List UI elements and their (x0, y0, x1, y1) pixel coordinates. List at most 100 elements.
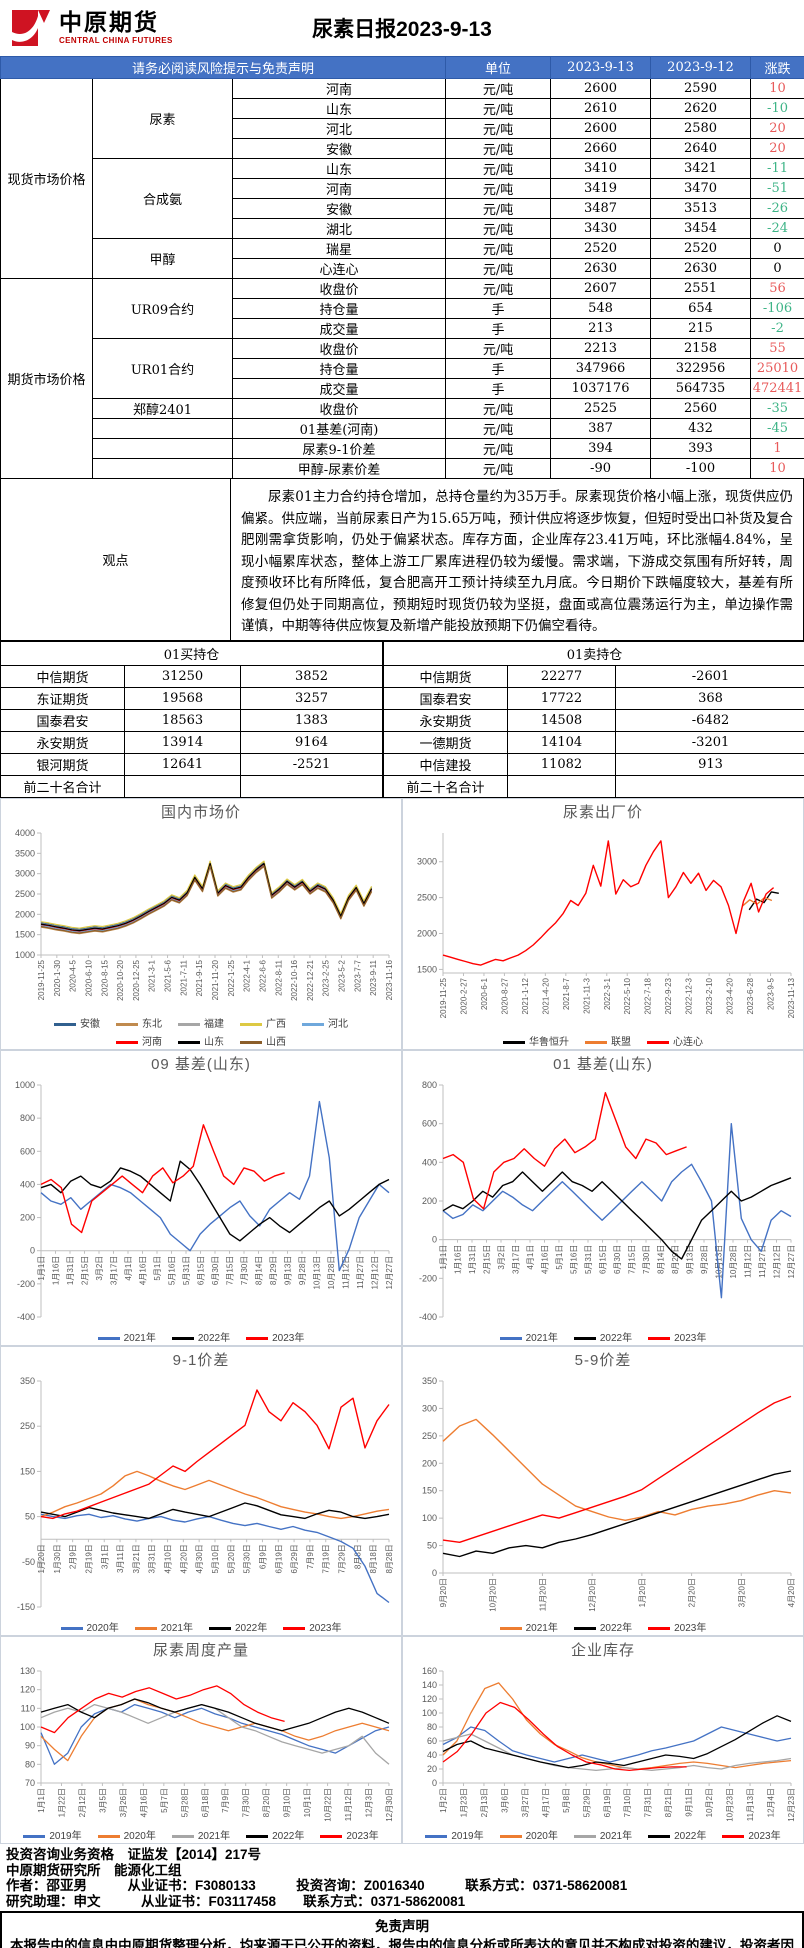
svg-text:5月28日: 5月28日 (180, 1788, 189, 1817)
svg-text:3000: 3000 (15, 869, 35, 879)
legend-item: 山西 (240, 1034, 286, 1049)
long-positions-table: 01买持仓 中信期货 31250 3852 东证期货 19568 3257 国泰君安 18563… (0, 641, 384, 798)
chart-legend: 2021年 2022年 2023年 (403, 1330, 803, 1345)
legend-label: 安徽 (80, 1019, 100, 1030)
svg-text:3500: 3500 (15, 848, 35, 858)
price-row: 郑醇2401 收盘价 元/吨 2525 2560 -35 (1, 398, 804, 419)
legend-line-swatch (647, 1041, 669, 1044)
short-positions-table: 01卖持仓 中信期货 22277 -2601 国泰君安 17722 368 永安期货 14508… (383, 641, 804, 798)
legend-line-swatch (648, 1835, 671, 1838)
svg-text:6月29日: 6月29日 (290, 1544, 299, 1573)
disclaimer-text: 本报告中的信息由中原期货整理分析，均来源于已公开的资料，报告中的信息分析或所表达… (10, 1938, 794, 1948)
svg-text:9月13日: 9月13日 (284, 1256, 293, 1285)
svg-text:3月20日: 3月20日 (737, 1578, 746, 1607)
change-cell: 10 (750, 458, 804, 479)
unit-header: 单位 (445, 56, 552, 79)
value-today-cell: 394 (550, 438, 652, 459)
svg-text:2019-11-25: 2019-11-25 (439, 977, 448, 1018)
svg-text:3月6日: 3月6日 (500, 1788, 509, 1813)
change-cell: 20 (750, 138, 804, 159)
svg-text:1月1日: 1月1日 (439, 1245, 448, 1270)
chart-title: 9-1价差 (172, 1352, 230, 1369)
empty-cell (615, 775, 804, 798)
item-cell: 成交量 (231, 318, 447, 339)
svg-text:2023-9-5: 2023-9-5 (767, 977, 776, 1010)
svg-text:2021-4-20: 2021-4-20 (541, 977, 550, 1014)
subgroup-label-cell (92, 438, 233, 459)
svg-text:1月20日: 1月20日 (638, 1578, 647, 1607)
position-row: 01卖持仓 (383, 641, 804, 666)
legend-line-swatch (648, 1337, 671, 1340)
viewpoint-section: 观点 尿素01主力合约持仓增加，总持仓量约为35万手。尿素现货价格小幅上涨，现货… (0, 479, 804, 641)
svg-text:12月20日: 12月20日 (588, 1578, 597, 1612)
svg-text:2020-1-30: 2020-1-30 (53, 959, 62, 996)
unit-cell: 手 (445, 298, 552, 319)
legend-label: 2021年 (123, 1333, 156, 1344)
svg-text:90: 90 (25, 1741, 35, 1751)
change-cell: 10 (750, 78, 804, 99)
legend-line-swatch (246, 1835, 269, 1838)
legend-item: 联盟 (585, 1034, 631, 1049)
chart-legend: 2019年 2020年 2021年 2022年 2023年 (403, 1828, 803, 1843)
value-prev-cell: 3470 (650, 178, 752, 199)
chart-spread-5-9: 5-9价差 350 300 250 200 150 100 50 0 9月20日 10月20日 11月… (402, 1346, 804, 1636)
svg-text:2500: 2500 (417, 893, 437, 903)
broker-cell: 国泰君安 (0, 709, 125, 732)
legend-label: 2021年 (197, 1831, 231, 1842)
item-cell: 山东 (231, 158, 447, 179)
svg-text:10月20日: 10月20日 (489, 1578, 498, 1612)
legend-line-swatch (116, 1041, 138, 1044)
svg-text:9月28日: 9月28日 (298, 1256, 307, 1285)
change-cell: 3852 (239, 665, 384, 688)
unit-cell: 元/吨 (445, 398, 552, 419)
svg-text:2021-11-3: 2021-11-3 (582, 977, 591, 1013)
svg-text:6月30日: 6月30日 (211, 1256, 220, 1285)
legend-line-swatch (54, 1023, 76, 1026)
svg-text:-400: -400 (17, 1312, 35, 1322)
legend-label: 2022年 (197, 1333, 231, 1344)
unit-cell: 元/吨 (445, 138, 552, 159)
price-row: 尿素9-1价差 元/吨 394 393 1 (1, 438, 804, 459)
position-table-title: 01买持仓 (0, 641, 384, 666)
legend-item: 2021年 (97, 1330, 156, 1345)
svg-text:2020-6-1: 2020-6-1 (480, 977, 489, 1010)
legend-item: 2020年 (60, 1620, 119, 1635)
svg-text:800: 800 (20, 1113, 35, 1123)
svg-text:2019-11-25: 2019-11-25 (37, 959, 46, 1000)
svg-text:1500: 1500 (15, 930, 35, 940)
svg-text:5月31日: 5月31日 (182, 1256, 191, 1285)
svg-text:10月2日: 10月2日 (705, 1788, 714, 1817)
legend-line-swatch (573, 1627, 596, 1630)
legend-label: 联盟 (611, 1037, 631, 1048)
svg-text:9月28日: 9月28日 (700, 1245, 709, 1274)
legend-label: 2021年 (525, 1333, 558, 1344)
price-table: 请务必阅读风险提示与免责声明 单位 2023-9-13 2023-9-12 涨跌… (0, 56, 804, 479)
unit-cell: 元/吨 (445, 338, 552, 359)
legend-line-swatch (178, 1041, 200, 1044)
change-cell: 20 (750, 118, 804, 139)
svg-text:2023-7-7: 2023-7-7 (353, 959, 362, 992)
legend-item: 2021年 (134, 1620, 193, 1635)
price-row: 01基差(河南) 元/吨 387 432 -45 (1, 418, 804, 439)
legend-line-swatch (171, 1337, 194, 1340)
volume-cell: 14508 (507, 709, 617, 732)
svg-text:6月19日: 6月19日 (603, 1788, 612, 1817)
svg-text:3月26日: 3月26日 (119, 1788, 128, 1817)
svg-text:10月22日: 10月22日 (324, 1788, 333, 1822)
subgroup-label-cell (92, 418, 233, 439)
value-today-cell: 3419 (550, 178, 652, 199)
legend-label: 福建 (204, 1019, 224, 1030)
price-row: 甲醇-尿素价差 元/吨 -90 -100 10 (1, 458, 804, 479)
change-cell: -3201 (615, 731, 804, 754)
svg-text:2023-11-16: 2023-11-16 (385, 959, 394, 1000)
price-row: 安徽 元/吨 2660 2640 20 (1, 138, 804, 159)
price-row: 山东 元/吨 2610 2620 -10 (1, 98, 804, 119)
chart-title: 01 基差(山东) (553, 1056, 653, 1073)
subgroup-label-cell: 甲醇 (92, 238, 233, 279)
svg-text:2021-3-1: 2021-3-1 (148, 959, 157, 992)
legend-label: 2023年 (748, 1831, 781, 1842)
price-row: 甲醇 瑞星 元/吨 2520 2520 0 (1, 238, 804, 279)
legend-item: 福建 (178, 1016, 224, 1033)
value-prev-cell: 2158 (650, 338, 752, 359)
